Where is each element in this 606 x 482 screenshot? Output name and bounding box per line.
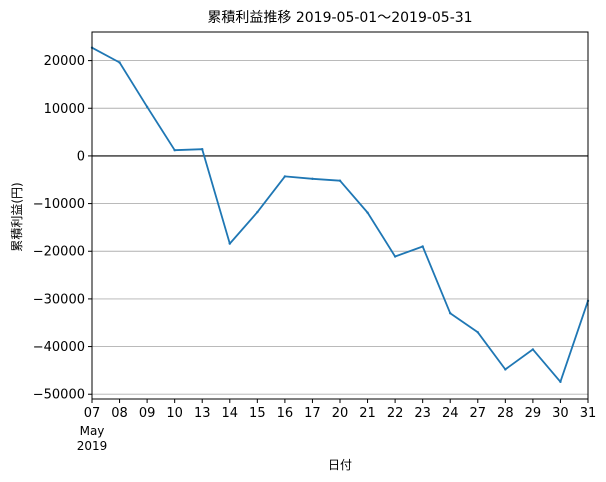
- x-tick-label: 07: [84, 406, 101, 421]
- x-axis-year-label: 2019: [77, 439, 108, 453]
- x-tick-label: 20: [332, 406, 349, 421]
- data-point: [449, 312, 452, 315]
- y-tick-label: 20000: [44, 54, 85, 69]
- x-axis-label: 日付: [328, 458, 352, 472]
- x-tick-label: 21: [359, 406, 376, 421]
- y-tick-label: −40000: [33, 340, 85, 355]
- x-tick-label: 24: [442, 406, 459, 421]
- x-tick-label: 13: [194, 406, 211, 421]
- x-tick-label: 29: [525, 406, 542, 421]
- x-tick-label: 10: [166, 406, 183, 421]
- data-point: [118, 61, 121, 64]
- data-point: [228, 242, 231, 245]
- y-axis: 20000 10000 0 −10000 −20000 −30000 −40000 −5000…: [33, 54, 92, 403]
- data-point: [283, 175, 287, 178]
- x-tick-label: 14: [222, 406, 239, 421]
- y-tick-label: 0: [77, 149, 85, 164]
- x-tick-label: 27: [470, 406, 487, 421]
- y-tick-label: −10000: [33, 197, 85, 212]
- data-point: [338, 179, 342, 182]
- plot-area: [90, 46, 590, 384]
- x-tick-label: 09: [139, 406, 156, 421]
- data-point: [393, 255, 397, 258]
- chart-title: 累積利益推移 2019-05-01〜2019-05-31: [207, 10, 472, 26]
- y-tick-label: −20000: [33, 245, 85, 260]
- data-point: [531, 348, 535, 351]
- data-point: [256, 210, 259, 214]
- x-tick-label: 16: [277, 406, 294, 421]
- y-tick-label: 10000: [44, 102, 85, 117]
- x-axis: 07 08 09 10 13 14 15 16 17 20 21 22 23 24 27 28 29 30 31: [84, 399, 597, 421]
- data-point: [559, 380, 562, 384]
- data-point: [421, 245, 424, 248]
- x-tick-label: 17: [304, 406, 321, 421]
- x-axis-month-label: May: [80, 424, 105, 438]
- data-point: [311, 177, 314, 180]
- data-point: [201, 148, 204, 151]
- x-tick-label: 22: [387, 406, 404, 421]
- x-tick-label: 08: [111, 406, 128, 421]
- data-point: [476, 331, 479, 334]
- x-tick-label: 28: [497, 406, 514, 421]
- x-tick-label: 30: [552, 406, 569, 421]
- series-line: [91, 46, 589, 383]
- y-tick-label: −30000: [33, 292, 85, 307]
- plot-frame: [91, 31, 589, 400]
- x-tick-label: 15: [249, 406, 266, 421]
- data-point: [173, 149, 176, 152]
- data-point: [145, 105, 149, 109]
- x-tick-label: 31: [580, 406, 597, 421]
- x-tick-label: 23: [414, 406, 431, 421]
- data-point: [504, 368, 507, 371]
- y-tick-label: −50000: [33, 388, 85, 403]
- grid: [92, 60, 588, 395]
- y-axis-label: 累積利益(円): [9, 182, 24, 251]
- data-point: [366, 211, 369, 214]
